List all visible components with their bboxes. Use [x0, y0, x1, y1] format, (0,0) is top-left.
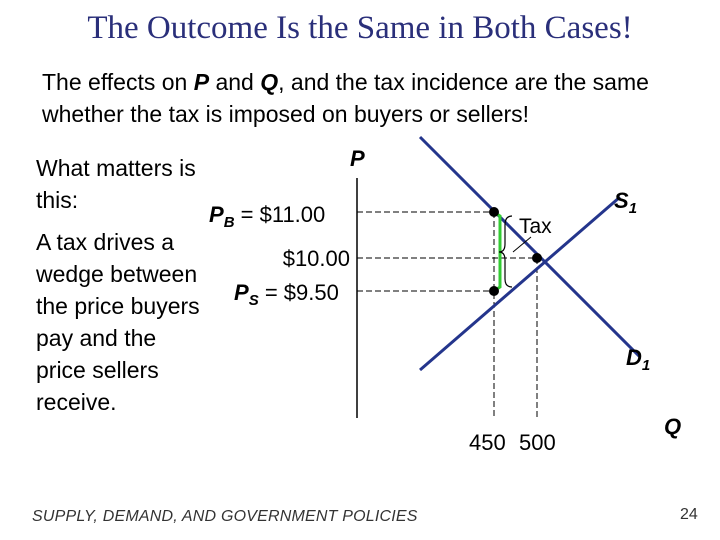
pb-value: = $11.00 [235, 202, 326, 227]
demand-letter: D [626, 345, 642, 370]
slide-title: The Outcome Is the Same in Both Cases! [87, 10, 633, 46]
pb-letter: P [209, 202, 224, 227]
left-text-line2: A tax drives a wedge between the price b… [36, 229, 200, 415]
ps-subscript: S [249, 292, 259, 309]
subtitle-p: P [193, 69, 210, 95]
subtitle-part3: , and the tax incidence are the same whe… [42, 69, 649, 127]
p10-label: $10.00 [283, 246, 350, 271]
ps-letter: P [234, 280, 249, 305]
pb-subscript: B [224, 214, 235, 231]
supply-curve [419, 195, 621, 372]
q450-label: 450 [469, 430, 506, 455]
footer-text: SUPPLY, DEMAND, AND GOVERNMENT POLICIES [32, 508, 418, 525]
tax-label: Tax [519, 215, 552, 238]
tax-pointer [512, 236, 532, 253]
subtitle-part1: The effects on [42, 69, 194, 95]
left-text-line1: What matters is this: [36, 155, 196, 213]
supply-subscript: 1 [629, 200, 637, 217]
left-explanation: What matters is this: A tax drives a wed… [36, 152, 206, 428]
pb-label: PB = $11.00 [209, 202, 325, 231]
q500-label: 500 [519, 430, 556, 455]
tax-brace [498, 215, 513, 288]
axis-p-label: P [350, 146, 365, 171]
buyer-price-point [489, 207, 499, 217]
slide-subtitle: The effects on P and Q, and the tax inci… [42, 66, 692, 130]
page-number: 24 [680, 506, 698, 523]
equilibrium-point [532, 253, 542, 263]
ps-value: = $9.50 [259, 280, 339, 305]
subtitle-q: Q [260, 69, 279, 95]
demand-curve [418, 135, 642, 359]
demand-subscript: 1 [642, 357, 650, 374]
supply-label: S1 [614, 188, 637, 217]
demand-label: D1 [626, 345, 650, 374]
ps-label: PS = $9.50 [234, 280, 339, 309]
seller-price-point [489, 286, 499, 296]
supply-letter: S [614, 188, 629, 213]
subtitle-part2: and [209, 69, 261, 95]
axis-q-label: Q [664, 414, 681, 439]
